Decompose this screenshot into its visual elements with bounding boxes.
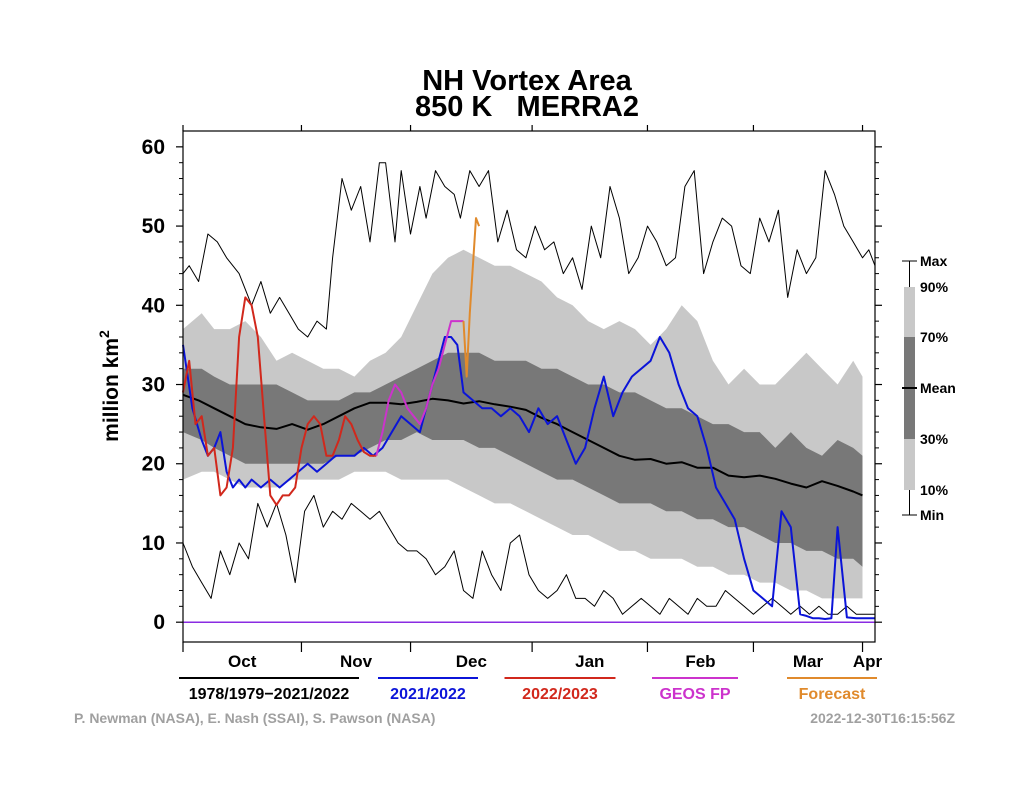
x-month-label: Nov: [340, 652, 373, 671]
y-tick-label: 40: [142, 294, 165, 317]
series-line-max: [182, 162, 876, 338]
series-line-2022-2023: [182, 296, 377, 506]
y-axis-label: million km2: [96, 330, 123, 442]
y-tick-label: 0: [153, 611, 165, 634]
series-lines: [182, 162, 876, 623]
series-line-2021-2022: [182, 336, 875, 620]
series-line-mean: [182, 393, 863, 497]
series-legend: 1978/1979−2021/2022 2021/2022 2022/2023 GEO…: [179, 677, 877, 703]
pct-legend-label: Min: [920, 507, 944, 523]
x-month-label: Dec: [456, 652, 487, 671]
x-month-label: Mar: [793, 652, 824, 671]
series-line-geos-fp: [375, 320, 464, 457]
x-month-label: Jan: [575, 652, 604, 671]
credit-text: P. Newman (NASA), E. Nash (SSAI), S. Paw…: [74, 710, 435, 726]
pct-legend-label: 30%: [920, 431, 949, 447]
y-axis-label-superscript: 2: [96, 330, 112, 338]
x-axis: Oct Nov Dec Jan Feb Mar Apr: [182, 125, 883, 671]
timestamp-text: 2022-12-30T16:15:56Z: [810, 710, 955, 726]
series-line-min: [182, 494, 875, 615]
chart-subtitle: 850 K MERRA2: [415, 91, 639, 123]
y-tick-label: 10: [142, 532, 165, 555]
legend-label: 1978/1979−2021/2022: [189, 686, 350, 703]
y-tick-label: 50: [142, 215, 165, 238]
y-tick-label: 60: [142, 136, 165, 159]
pct-legend-label: Mean: [920, 380, 956, 396]
x-month-label: Oct: [228, 652, 257, 671]
chart-title: NH Vortex Area: [422, 65, 632, 97]
pct-legend-label: 70%: [920, 329, 949, 345]
band-30-70: [183, 352, 863, 567]
plot-frame: [182, 130, 876, 643]
pct-legend-label: 10%: [920, 482, 949, 498]
legend-label: GEOS FP: [659, 686, 730, 703]
y-tick-label: 30: [142, 374, 165, 397]
percentile-legend: Max 90% 70% Mean 30% 10% Min: [902, 253, 956, 523]
legend-label: 2022/2023: [522, 686, 598, 703]
y-axis-label-text: million km: [100, 338, 123, 442]
x-month-label: Apr: [853, 652, 883, 671]
pct-legend-label: Max: [920, 253, 947, 269]
legend-label: Forecast: [799, 686, 866, 703]
y-tick-label: 20: [142, 453, 165, 476]
y-axis: 0 10 20 30 40 50 60: [142, 136, 882, 634]
legend-label: 2021/2022: [390, 686, 466, 703]
percentile-bands: [183, 249, 863, 599]
series-line-forecast: [462, 217, 481, 378]
pct-legend-label: 90%: [920, 279, 949, 295]
x-month-label: Feb: [685, 652, 715, 671]
